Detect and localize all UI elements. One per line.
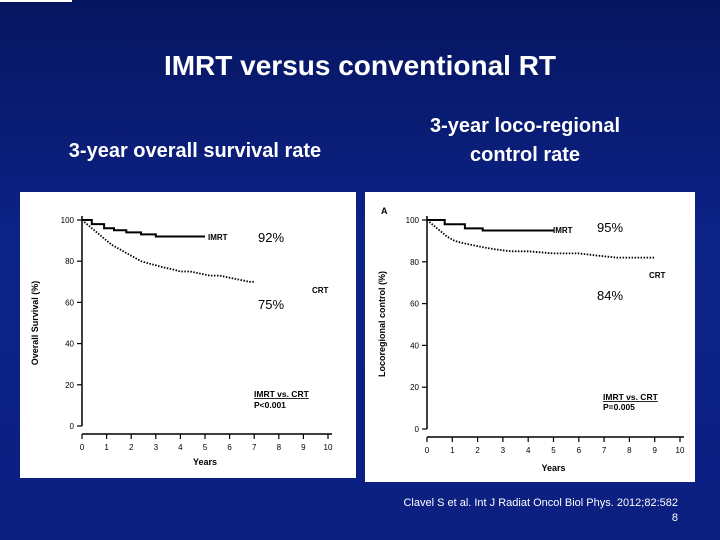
series-label-crt: CRT [312,286,329,295]
rate-label: 92% [258,230,284,245]
x-tick-label: 2 [129,443,134,452]
y-axis-label: Overall Survival (%) [30,281,40,366]
panel-label: A [381,206,388,216]
rate-label: 95% [597,220,623,235]
rate-label: 84% [597,288,623,303]
series-label-imrt: IMRT [553,226,573,235]
locoregional-control-chart: 0 20 40 60 80 100 0 1 2 3 4 5 6 7 8 9 10 Years Locoregiona… [377,206,685,473]
y-tick-label: 100 [406,216,420,225]
x-tick-label: 4 [178,443,183,452]
y-tick-label: 80 [65,257,74,266]
series-line-crt [426,219,655,259]
x-tick-label: 10 [676,446,685,455]
series-line-imrt [82,219,205,238]
series-line-crt [81,219,255,283]
x-tick-label: 6 [227,443,232,452]
y-tick-label: 60 [410,300,419,309]
rate-label: 75% [258,297,284,312]
x-tick-label: 0 [80,443,85,452]
x-tick-label: 1 [104,443,109,452]
x-tick-label: 8 [277,443,282,452]
top-accent-line [0,0,72,2]
stat-annotation: IMRT vs. CRT [603,392,659,402]
y-axis-label: Locoregional control (%) [377,271,387,377]
y-tick-label: 40 [410,341,419,350]
x-tick-label: 1 [450,446,455,455]
citation-text: Clavel S et al. Int J Radiat Oncol Biol … [403,497,678,509]
x-tick-label: 9 [301,443,306,452]
series-label-crt: CRT [649,271,666,280]
y-tick-label: 0 [70,422,75,431]
y-tick-label: 40 [65,340,74,349]
x-tick-label: 5 [551,446,556,455]
x-tick-label: 3 [154,443,159,452]
x-axis-label: Years [541,463,565,473]
x-tick-label: 5 [203,443,208,452]
stat-annotation: P=0.005 [603,402,635,412]
x-tick-label: 8 [627,446,632,455]
x-tick-label: 6 [577,446,582,455]
y-tick-label: 100 [61,216,75,225]
overall-survival-chart-panel: 0 20 40 60 80 100 0 1 2 3 4 5 6 7 8 9 10 Years Overall Sur… [20,192,356,478]
citation: Clavel S et al. Int J Radiat Oncol Biol … [403,496,678,526]
x-axis-label: Years [193,457,217,467]
x-tick-label: 10 [324,443,333,452]
y-tick-label: 20 [410,383,419,392]
subtitle-overall-survival: 3-year overall survival rate [68,140,322,162]
series-line-imrt [427,219,554,232]
subtitle-right-line2: control rate [469,144,581,166]
y-tick-label: 80 [410,258,419,267]
y-tick-label: 60 [65,298,74,307]
stat-annotation: P<0.001 [254,400,286,410]
page-number: 8 [671,512,678,524]
x-tick-label: 2 [475,446,480,455]
x-tick-label: 3 [501,446,506,455]
y-tick-label: 20 [65,381,74,390]
locoregional-control-chart-panel: 0 20 40 60 80 100 0 1 2 3 4 5 6 7 8 9 10 Years Locoregiona… [365,192,695,482]
y-tick-label: 0 [415,425,420,434]
overall-survival-chart: 0 20 40 60 80 100 0 1 2 3 4 5 6 7 8 9 10 Years Overall Sur… [30,216,333,467]
subtitle-locoregional-control: 3-year loco-regional control rate [370,112,680,170]
subtitle-right-line1: 3-year loco-regional [429,115,621,137]
x-tick-label: 9 [652,446,657,455]
x-tick-label: 7 [252,443,257,452]
x-tick-label: 4 [526,446,531,455]
x-tick-label: 7 [602,446,607,455]
stat-annotation: IMRT vs. CRT [254,389,310,399]
series-label-imrt: IMRT [208,233,228,242]
slide-title: IMRT versus conventional RT [163,50,557,81]
x-tick-label: 0 [425,446,430,455]
